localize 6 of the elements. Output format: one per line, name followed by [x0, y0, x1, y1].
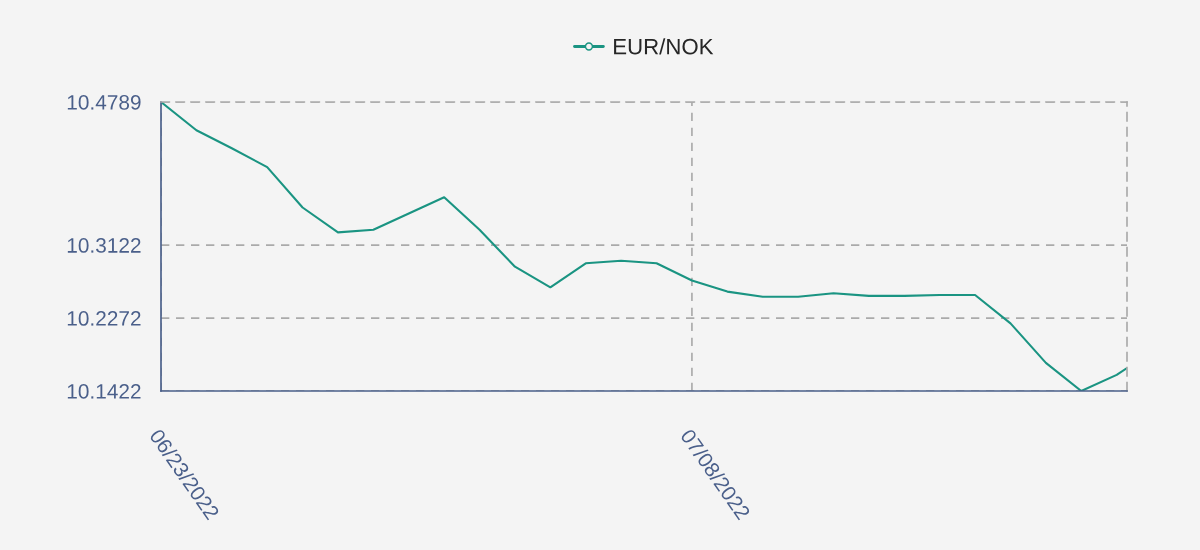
y-tick-label: 10.2272	[67, 311, 141, 326]
y-tick-label: 10.1422	[67, 384, 141, 399]
legend-label: EUR/NOK	[614, 38, 714, 55]
y-tick-label: 10.4789	[67, 95, 141, 110]
line-series	[161, 102, 1127, 391]
y-tick-label: 10.3122	[67, 238, 141, 253]
